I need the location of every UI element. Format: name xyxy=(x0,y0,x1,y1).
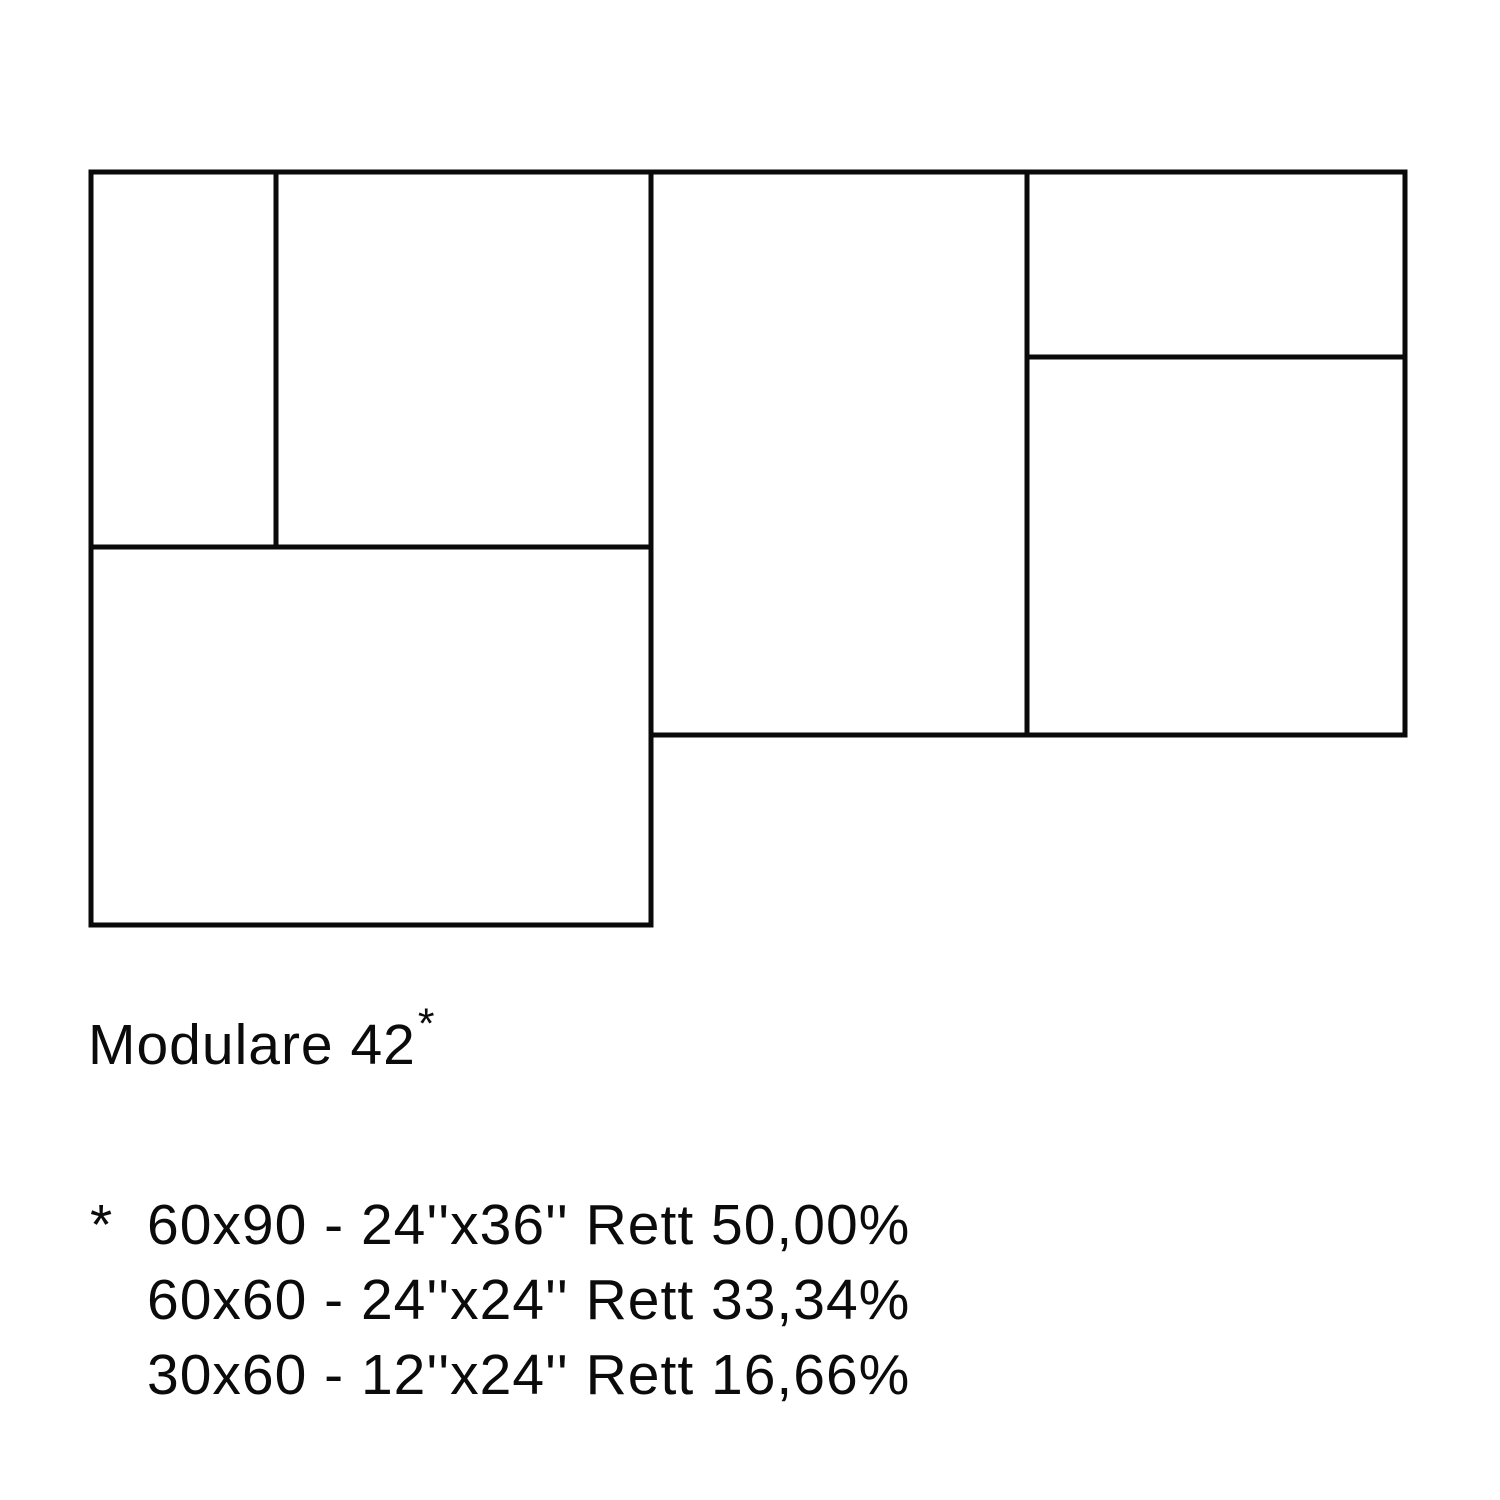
footnote-asterisk: * xyxy=(90,1193,114,1257)
tile-60x60-top xyxy=(273,169,654,550)
pattern-title-text: Modulare 42 xyxy=(88,1013,416,1077)
tile-60x90-horizontal xyxy=(88,544,654,928)
tile-30x60-horizontal xyxy=(1024,169,1408,360)
footnote-line-30x60: 30x60 - 12''x24'' Rett 16,66% xyxy=(147,1343,911,1407)
pattern-title: Modulare 42* xyxy=(88,1000,436,1079)
footnote-line-60x90: 60x90 - 24''x36'' Rett 50,00% xyxy=(147,1193,911,1257)
tile-30x60-vertical xyxy=(88,169,279,550)
footnote-lines: 60x90 - 24''x36'' Rett 50,00% 60x60 - 24… xyxy=(147,1188,910,1413)
tile-60x60-right xyxy=(1024,354,1408,738)
title-asterisk: * xyxy=(417,999,436,1048)
tile-60x90-vertical xyxy=(648,169,1030,738)
footnote-line-60x60: 60x60 - 24''x24'' Rett 33,34% xyxy=(147,1268,911,1332)
footnote: * 60x90 - 24''x36'' Rett 50,00% 60x60 - … xyxy=(90,1188,910,1413)
